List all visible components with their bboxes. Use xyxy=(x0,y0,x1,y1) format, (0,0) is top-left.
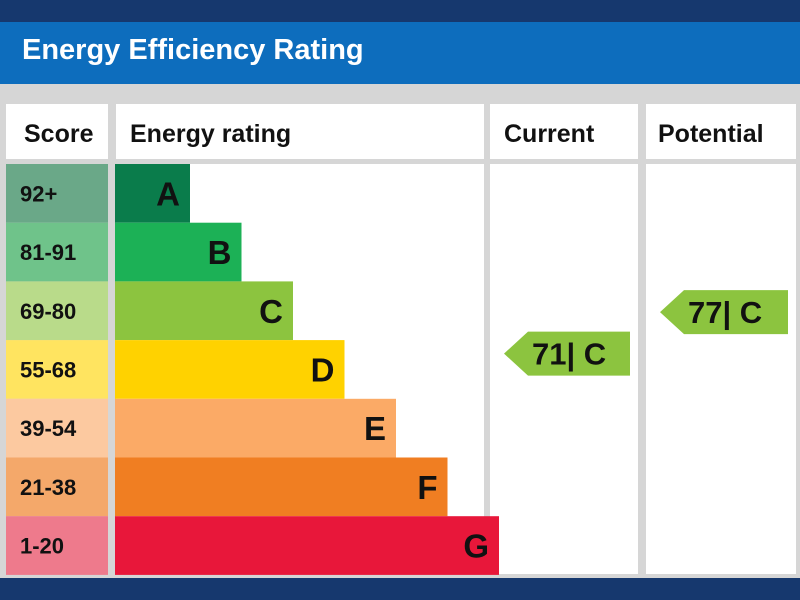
rating-letter-e: E xyxy=(364,410,386,447)
potential-column xyxy=(646,164,796,574)
score-cell-a xyxy=(6,164,108,223)
rating-bar-f xyxy=(115,457,448,517)
page-title: Energy Efficiency Rating xyxy=(22,34,364,66)
current-header-cell xyxy=(490,104,638,159)
score-cell-c xyxy=(6,281,108,341)
score-label-f: 21-38 xyxy=(20,475,76,500)
rating-letter-c: C xyxy=(259,293,283,330)
score-label-d: 55-68 xyxy=(20,357,76,382)
title-bar: Energy Efficiency Rating xyxy=(0,22,800,84)
score-label-e: 39-54 xyxy=(20,416,77,441)
rating-letter-b: B xyxy=(208,234,232,271)
score-cell-g xyxy=(6,516,108,575)
rating-letter-g: G xyxy=(463,528,489,565)
rating-letter-d: D xyxy=(311,351,335,388)
rating-bar-e xyxy=(115,398,396,458)
score-header: Score xyxy=(24,120,94,148)
rating-letter-a: A xyxy=(156,175,180,212)
score-cell-d xyxy=(6,340,108,399)
score-label-a: 92+ xyxy=(20,181,57,206)
score-label-c: 69-80 xyxy=(20,299,76,324)
rating-letter-f: F xyxy=(417,469,437,506)
rating-bar-c xyxy=(115,281,293,341)
rating-bar-d xyxy=(115,340,345,399)
score-label-g: 1-20 xyxy=(20,534,64,559)
current-arrow xyxy=(504,331,630,376)
potential-header: Potential xyxy=(658,120,764,148)
current-rating-label: 71| C xyxy=(532,337,606,372)
score-cell-b xyxy=(6,222,108,282)
potential-rating-label: 77| C xyxy=(688,295,762,330)
score-cell-f xyxy=(6,457,108,517)
rating-chart: Score Energy rating Current Potential 92+ A 81… xyxy=(0,84,800,578)
score-label-b: 81-91 xyxy=(20,240,76,265)
rating-table: Score Energy rating Current Potential 92+ A 81… xyxy=(0,84,800,578)
rating-header-cell xyxy=(116,104,484,159)
rating-bar-b xyxy=(115,222,242,282)
potential-arrow xyxy=(660,290,788,335)
score-header-cell xyxy=(6,104,108,159)
score-cell-e xyxy=(6,398,108,458)
rating-header: Energy rating xyxy=(130,120,291,148)
rating-bar-g xyxy=(115,516,499,575)
current-header: Current xyxy=(504,120,595,148)
potential-header-cell xyxy=(646,104,796,159)
rating-bar-a xyxy=(115,164,190,223)
